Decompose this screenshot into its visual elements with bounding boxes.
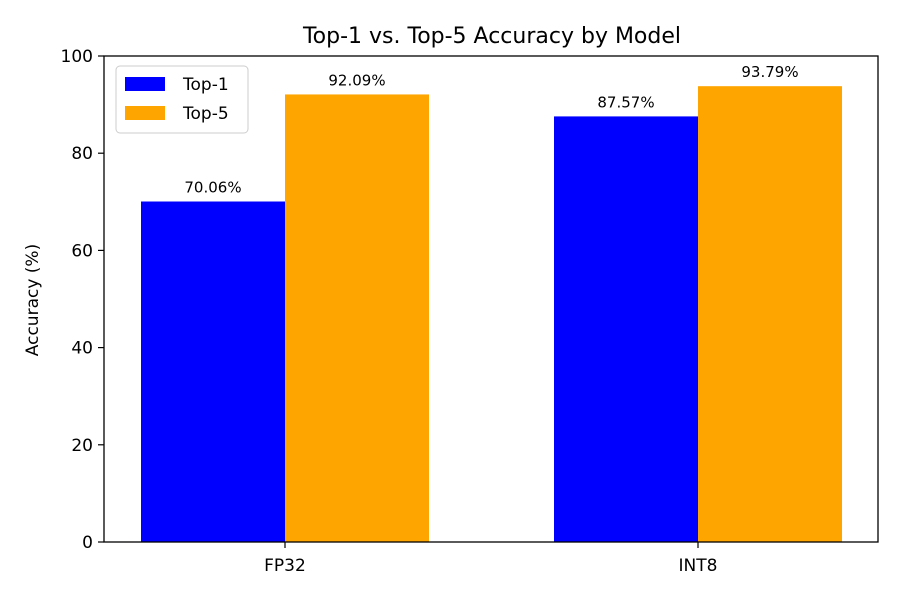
bar-top-5-fp32 [285,94,429,542]
chart-title: Top-1 vs. Top-5 Accuracy by Model [302,24,681,49]
data-label-top-1-int8: 87.57% [597,93,654,111]
bar-top-5-int8 [698,86,842,542]
data-label-top-5-fp32: 92.09% [328,71,385,89]
legend-label-top-1: Top-1 [182,75,229,95]
legend-swatch-top-1 [125,77,165,91]
y-axis-label: Accuracy (%) [23,244,43,356]
data-labels-group: 70.06% 92.09% 87.57% 93.79% [184,63,798,196]
x-tick-label-int8: INT8 [679,556,718,576]
plot-frame [103,55,879,543]
y-tick-label-40: 40 [71,339,93,359]
legend-label-top-5: Top-5 [182,104,229,124]
bar-top-1-fp32 [141,201,285,542]
y-axis: 0 20 40 60 80 100 [61,47,104,553]
x-axis: FP32 INT8 [264,542,717,576]
y-tick-label-20: 20 [71,436,93,456]
bar-top-1-int8 [554,116,698,543]
legend: Top-1 Top-5 [115,65,249,134]
y-tick-label-60: 60 [71,241,93,261]
data-label-top-1-fp32: 70.06% [184,179,241,197]
y-tick-label-80: 80 [71,144,93,164]
data-label-top-5-int8: 93.79% [741,63,798,81]
legend-swatch-top-5 [125,106,165,120]
bars-group [141,86,842,543]
x-tick-label-fp32: FP32 [264,556,306,576]
y-tick-label-100: 100 [61,47,93,67]
y-tick-label-0: 0 [82,533,93,553]
